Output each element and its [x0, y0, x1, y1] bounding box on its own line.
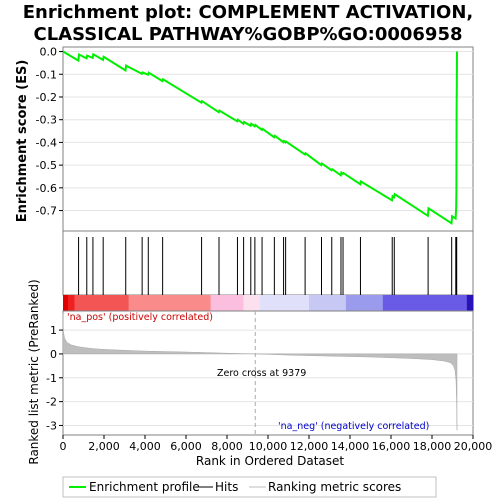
color-bar-segment: [382, 295, 468, 311]
es-y-tick-label: -0.7: [36, 205, 57, 218]
metric-y-tick-label: -2: [46, 396, 57, 409]
color-bar-segment: [67, 295, 75, 311]
chart-title-line1: Enrichment plot: COMPLEMENT ACTIVATION,: [23, 2, 474, 23]
metric-panel-frame: [62, 310, 474, 436]
color-bar-segment: [74, 295, 130, 311]
pos-correlated-label: 'na_pos' (positively correlated): [67, 312, 213, 323]
metric-x-tick-label: 10,000: [249, 440, 288, 453]
legend-label-hits: Hits: [215, 480, 238, 494]
rank-color-bar: [63, 295, 474, 311]
es-y-axis-label: Enrichment score (ES): [15, 60, 30, 223]
es-y-ticks: 0.0 -0.1 -0.2 -0.3 -0.4 -0.5 -0.6 -0.7: [36, 46, 63, 218]
metric-x-tick-label: 8,000: [211, 440, 243, 453]
color-bar-segment: [243, 295, 261, 311]
metric-y-axis-label: Ranked list metric (PreRanked): [27, 279, 41, 464]
zero-cross-label: Zero cross at 9379: [217, 368, 306, 379]
legend-label-ranking-metric: Ranking metric scores: [268, 480, 401, 494]
es-y-tick-label: 0.0: [40, 46, 58, 59]
legend-label-enrichment-profile: Enrichment profile: [89, 480, 200, 494]
hits-panel-frame: [62, 230, 474, 296]
metric-x-tick-label: 16,000: [372, 440, 411, 453]
metric-x-axis-label: Rank in Ordered Dataset: [196, 454, 344, 468]
enrichment-profile-line: [62, 50, 458, 226]
es-y-tick-label: -0.5: [36, 159, 57, 172]
metric-x-tick-label: 14,000: [331, 440, 370, 453]
metric-y-tick-label: 0: [50, 348, 57, 361]
es-y-tick-label: -0.1: [36, 68, 57, 81]
metric-x-ticks: 0 2,000 4,000 6,000 8,000 10,000 12,000 14,000 1…: [60, 435, 493, 453]
metric-x-tick-label: 6,000: [170, 440, 202, 453]
es-grid: [63, 51, 473, 212]
metric-x-tick-label: 2,000: [88, 440, 120, 453]
neg-correlated-label: 'na_neg' (negatively correlated): [278, 421, 429, 432]
color-bar-segment: [466, 295, 474, 311]
metric-x-tick-label: 12,000: [290, 440, 329, 453]
es-y-tick-label: -0.4: [36, 136, 57, 149]
es-y-tick-label: -0.3: [36, 114, 57, 127]
metric-x-tick-label: 18,000: [413, 440, 452, 453]
metric-y-tick-label: 1: [50, 324, 57, 337]
color-bar-segment: [309, 295, 347, 311]
color-bar-segment: [345, 295, 384, 311]
color-bar-segment: [210, 295, 244, 311]
es-y-tick-label: -0.6: [36, 182, 57, 195]
chart-title-line2: CLASSICAL PATHWAY%GOBP%GO:0006958: [33, 24, 462, 45]
color-bar-segment: [128, 295, 212, 311]
color-bar-segment: [63, 295, 69, 311]
metric-y-tick-label: -3: [46, 419, 57, 432]
metric-x-tick-label: 20,000: [454, 440, 493, 453]
hit-lines: [78, 237, 458, 295]
color-bar-segment: [259, 295, 310, 311]
metric-y-tick-label: -1: [46, 372, 57, 385]
es-y-tick-label: -0.2: [36, 91, 57, 104]
metric-x-tick-label: 4,000: [129, 440, 161, 453]
metric-x-tick-label: 0: [60, 440, 67, 453]
metric-y-ticks: 1 0 -1 -2 -3: [46, 324, 63, 432]
